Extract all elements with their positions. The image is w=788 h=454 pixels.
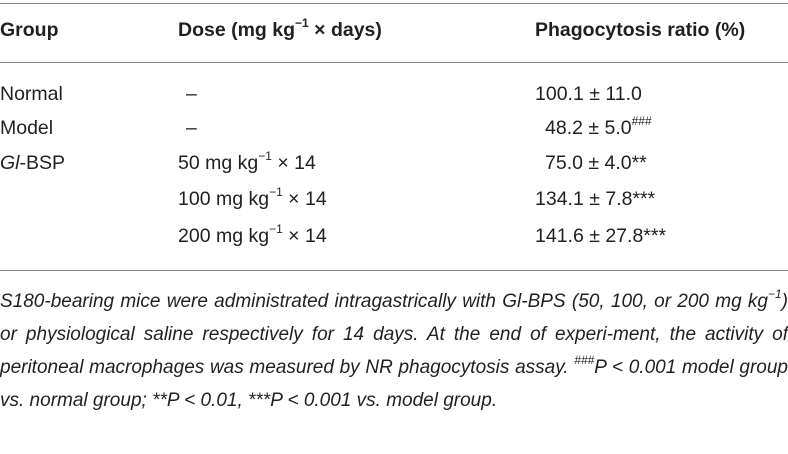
row-4-ratio: 134.1 ± 7.8*** (535, 188, 656, 210)
table-row-1-ratio: 100.1 ± 11.0 (535, 82, 642, 106)
row-2-group: Model (0, 117, 54, 139)
header-dose-sup: −1 (295, 15, 309, 30)
table-row-4-dose: 100 mg kg−1 × 14 (178, 184, 327, 211)
row-3-ratio: 75.0 ± 4.0** (545, 152, 647, 174)
row-1-ratio: 100.1 ± 11.0 (535, 83, 642, 105)
row-1-group: Normal (0, 83, 63, 105)
row-3-group: -BSP (19, 152, 66, 174)
table-row-3-dose: 50 mg kg−1 × 14 (178, 148, 316, 175)
footnote-part1-sup: −1 (767, 286, 782, 301)
table-row-5-ratio: 141.6 ± 27.8*** (535, 224, 666, 248)
footnote-hash-sup: ### (574, 352, 595, 367)
row-4-dose-prefix: 100 mg kg (178, 188, 270, 210)
table-row-2-ratio: 48.2 ± 5.0### (545, 113, 652, 140)
table-row-4-ratio: 134.1 ± 7.8*** (535, 187, 655, 211)
table-row-3-ratio: 75.0 ± 4.0** (545, 151, 647, 175)
row-5-dose-suffix: × 14 (282, 225, 327, 247)
header-ratio: Phagocytosis ratio (%) (535, 18, 745, 42)
row-1-dose-prefix: – (186, 83, 197, 105)
header-rule (0, 62, 788, 63)
row-3-group-italic: Gl (0, 152, 20, 174)
header-dose-suffix: × days) (308, 19, 382, 41)
footnote-part1: S180-bearing mice were administrated int… (0, 291, 768, 312)
row-4-dose-sup: −1 (269, 184, 283, 199)
row-3-dose-sup: −1 (258, 148, 272, 163)
header-group-label: Group (0, 19, 59, 41)
row-2-dose-prefix: – (186, 117, 197, 139)
table-row-2-group: Model (0, 116, 53, 140)
row-5-dose-sup: −1 (269, 221, 283, 236)
header-group: Group (0, 18, 59, 42)
header-dose-prefix: Dose (mg kg (178, 19, 296, 41)
row-3-dose-suffix: × 14 (271, 152, 316, 174)
row-3-dose-prefix: 50 mg kg (178, 152, 259, 174)
table-row-1-group: Normal (0, 82, 63, 106)
footnote-part2: ) or physiological saline respectively f… (0, 291, 788, 378)
header-ratio-label: Phagocytosis ratio (%) (535, 19, 746, 41)
table-footnote: S180-bearing mice were administrated int… (0, 285, 788, 417)
table-row-3-group: Gl-BSP (0, 151, 65, 175)
header-dose: Dose (mg kg−1 × days) (178, 15, 382, 42)
table-row-1-dose: – (186, 82, 197, 106)
row-5-dose-prefix: 200 mg kg (178, 225, 270, 247)
row-2-ratio-sup: ### (631, 113, 652, 128)
row-4-dose-suffix: × 14 (282, 188, 327, 210)
table-row-5-dose: 200 mg kg−1 × 14 (178, 221, 327, 248)
table-row-2-dose: – (186, 116, 197, 140)
top-rule (0, 3, 788, 4)
bottom-rule (0, 270, 788, 271)
row-2-ratio: 48.2 ± 5.0 (545, 117, 632, 139)
footnote-part3: P < 0.001 model group vs. normal group; … (0, 357, 788, 411)
row-5-ratio: 141.6 ± 27.8*** (535, 225, 667, 247)
